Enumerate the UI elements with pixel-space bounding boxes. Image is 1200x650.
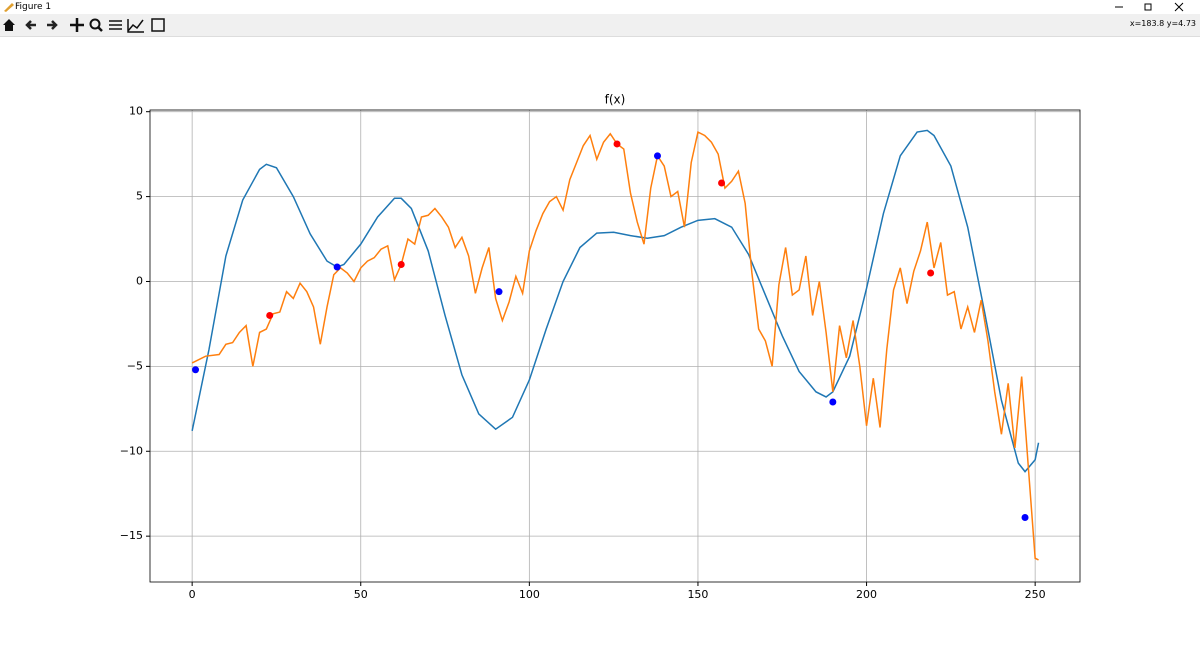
data-point: [829, 398, 837, 406]
data-point: [653, 152, 661, 160]
x-tick-label: 50: [354, 588, 368, 601]
zoom-button[interactable]: [89, 18, 103, 32]
data-point: [266, 311, 274, 319]
close[interactable]: [1174, 2, 1184, 12]
data-point: [333, 263, 341, 271]
x-tick-label: 250: [1025, 588, 1046, 601]
toolbar-icons: [3, 18, 165, 33]
window-controls[interactable]: [1110, 0, 1200, 14]
cursor-status: x=183.8 y=4.73: [1129, 19, 1196, 28]
data-point: [927, 269, 935, 277]
edit-axis-button[interactable]: [127, 19, 144, 33]
title-bar: Figure 1: [0, 0, 1200, 14]
back-button[interactable]: [25, 20, 36, 30]
home-button[interactable]: [3, 19, 15, 31]
restore[interactable]: [1144, 3, 1152, 11]
data-point: [1021, 513, 1029, 521]
save-button[interactable]: [151, 18, 165, 32]
y-tick-label: −15: [120, 529, 143, 542]
window-title: Figure 1: [15, 2, 52, 12]
chart-title: f(x): [605, 93, 626, 107]
y-tick-label: 0: [136, 274, 143, 287]
y-tick-label: −5: [127, 359, 143, 372]
data-point: [397, 261, 405, 269]
configure-button[interactable]: [109, 20, 122, 30]
app-icon: [4, 3, 14, 12]
x-tick-label: 100: [519, 588, 540, 601]
y-tick-label: 5: [136, 190, 143, 203]
data-point: [718, 179, 726, 187]
data-point: [613, 140, 621, 148]
y-tick-label: 10: [129, 105, 143, 118]
y-tick-label: −10: [120, 444, 143, 457]
data-point: [495, 288, 503, 296]
x-tick-label: 0: [189, 588, 196, 601]
data-line: [191, 129, 1040, 473]
x-tick-label: 200: [856, 588, 877, 601]
plot-frame: [149, 109, 1081, 583]
toolbar: x=183.8 y=4.73: [0, 14, 1200, 37]
pan-button[interactable]: [70, 18, 84, 32]
data-line: [191, 130, 1039, 561]
x-tick-label: 150: [687, 588, 708, 601]
data-point: [192, 366, 200, 374]
forward-button[interactable]: [47, 20, 58, 30]
